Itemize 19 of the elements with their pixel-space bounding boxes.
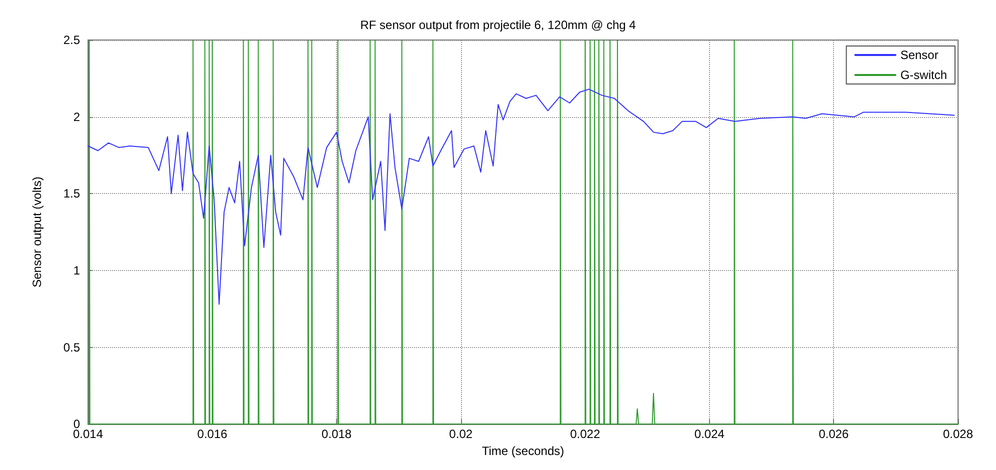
legend-label: G-switch bbox=[900, 68, 947, 82]
x-tick-label: 0.02 bbox=[449, 427, 473, 442]
x-tick-label: 0.026 bbox=[818, 427, 850, 442]
x-tick-label: 0.014 bbox=[72, 427, 104, 442]
y-tick-label: 2.5 bbox=[63, 33, 80, 47]
chart-title: RF sensor output from projectile 6, 120mm @ chg 4 bbox=[360, 18, 636, 32]
y-axis-title: Sensor output (volts) bbox=[30, 176, 44, 288]
y-tick-label: 1 bbox=[73, 263, 80, 278]
y-tick-label: 1.5 bbox=[63, 186, 80, 201]
line-series bbox=[88, 88, 955, 305]
x-tick-label: 0.018 bbox=[322, 427, 352, 442]
y-tick-label: 0.5 bbox=[63, 340, 80, 354]
y-tick-label: 2 bbox=[73, 110, 80, 124]
x-tick-label: 0.016 bbox=[197, 427, 228, 442]
x-tick-label: 0.024 bbox=[694, 427, 725, 442]
legend-label: Sensor bbox=[900, 48, 938, 62]
x-axis-title: Time (seconds) bbox=[482, 444, 564, 458]
x-tick-label: 0.028 bbox=[942, 427, 974, 442]
x-tick-label: 0.022 bbox=[570, 427, 600, 442]
